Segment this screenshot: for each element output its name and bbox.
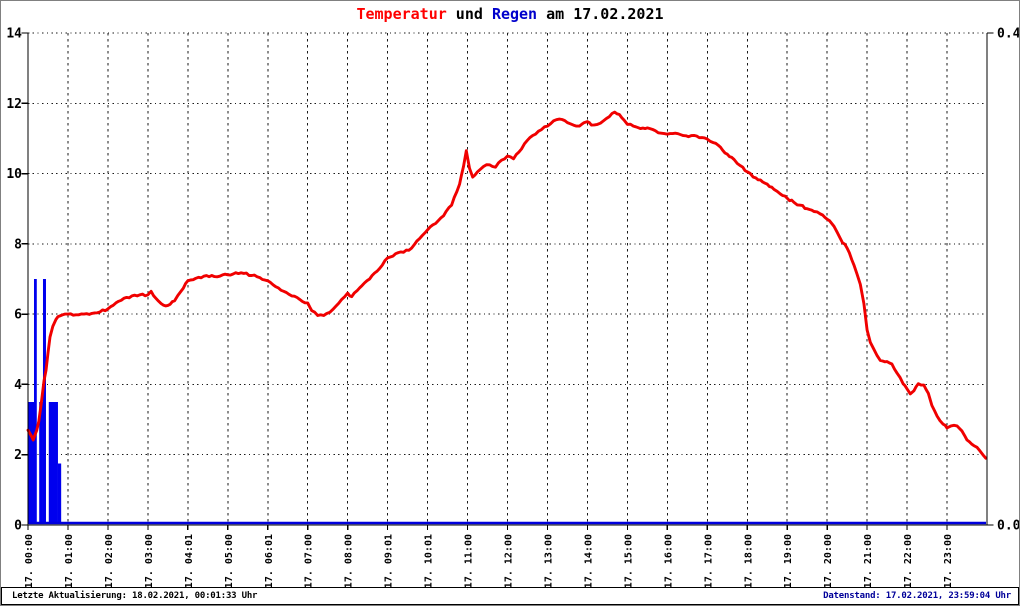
x-axis-tick-label: 17. 15:00 <box>623 534 634 588</box>
left-axis-tick-label: 14 <box>6 27 22 42</box>
rain-bars <box>28 279 986 525</box>
last-update-text: Letzte Aktualisierung: 18.02.2021, 00:01… <box>12 591 258 601</box>
x-axis-tick-label: 17. 11:00 <box>464 534 475 588</box>
rain-bar <box>48 402 58 524</box>
x-axis-tick-label: 17. 20:00 <box>823 534 834 588</box>
right-axis-tick-label: 0.0 <box>997 519 1020 534</box>
rain-bar <box>28 402 34 524</box>
rain-bar <box>33 279 37 524</box>
x-axis-tick-label: 17. 19:00 <box>783 534 794 588</box>
x-axis-tick-label: 17. 18:00 <box>743 534 754 588</box>
x-axis-tick-label: 17. 13:00 <box>543 534 554 588</box>
x-axis-tick-label: 17. 03:00 <box>144 534 155 588</box>
x-axis-tick-label: 17. 17:00 <box>703 534 714 588</box>
right-axis-labels: 0.0 0.4 <box>997 27 1020 534</box>
x-axis-tick-label: 17. 02:00 <box>104 534 115 588</box>
chart-title-und: und <box>446 5 492 23</box>
x-axis-tick-label: 17. 08:00 <box>344 534 355 588</box>
x-axis-tick-label: 17. 06:01 <box>264 534 275 588</box>
x-axis-tick-label: 17. 10:01 <box>424 534 435 588</box>
left-axis-tick-label: 12 <box>6 97 22 112</box>
chart-title-date: am 17.02.2021 <box>537 5 664 23</box>
rain-bar <box>57 463 62 524</box>
temperature-line <box>26 110 988 460</box>
left-axis-tick-label: 4 <box>14 378 22 393</box>
x-axis-tick-label: 17. 23:00 <box>943 534 954 588</box>
axes <box>21 32 994 530</box>
x-axis-tick-label: 17. 01:00 <box>64 534 75 588</box>
x-axis-tick-label: 17. 14:00 <box>583 534 594 588</box>
x-axis-tick-label: 17. 16:00 <box>663 534 674 588</box>
x-axis-tick-label: 17. 00:00 <box>24 534 35 588</box>
grid-lines <box>28 32 987 525</box>
temperature-path <box>26 110 988 460</box>
right-axis-tick-label: 0.4 <box>997 27 1020 42</box>
left-axis-tick-label: 6 <box>14 308 22 323</box>
left-axis-tick-label: 0 <box>14 519 22 534</box>
left-axis-tick-label: 10 <box>6 167 22 182</box>
chart-title-regen: Regen <box>491 5 538 23</box>
left-axis-labels: 0 2 4 6 8 10 12 14 <box>6 27 22 534</box>
left-axis-tick-label: 8 <box>14 237 22 252</box>
x-axis-tick-label: 17. 05:00 <box>224 534 235 588</box>
chart-title: Temperatur und Regen am 17.02.2021 <box>1 5 1019 23</box>
x-axis-tick-label: 17. 09:01 <box>384 534 395 588</box>
x-axis-tick-label: 17. 04:01 <box>184 534 195 588</box>
left-axis-tick-label: 2 <box>14 448 22 463</box>
rain-bar <box>39 402 43 524</box>
x-axis-tick-label: 17. 07:00 <box>304 534 315 588</box>
rain-bar <box>42 279 46 524</box>
x-axis-tick-label: 17. 21:00 <box>863 534 874 588</box>
x-axis-labels: 17. 00:00 17. 01:00 17. 02:00 17. 03:00 17. … <box>24 534 954 588</box>
x-axis-tick-label: 17. 22:00 <box>903 534 914 588</box>
x-axis-tick-label: 17. 12:00 <box>504 534 515 588</box>
status-bar: Letzte Aktualisierung: 18.02.2021, 00:01… <box>1 587 1019 605</box>
chart-title-temperatur: Temperatur <box>356 5 447 23</box>
data-timestamp-text: Datenstand: 17.02.2021, 23:59:04 Uhr <box>823 591 1011 601</box>
